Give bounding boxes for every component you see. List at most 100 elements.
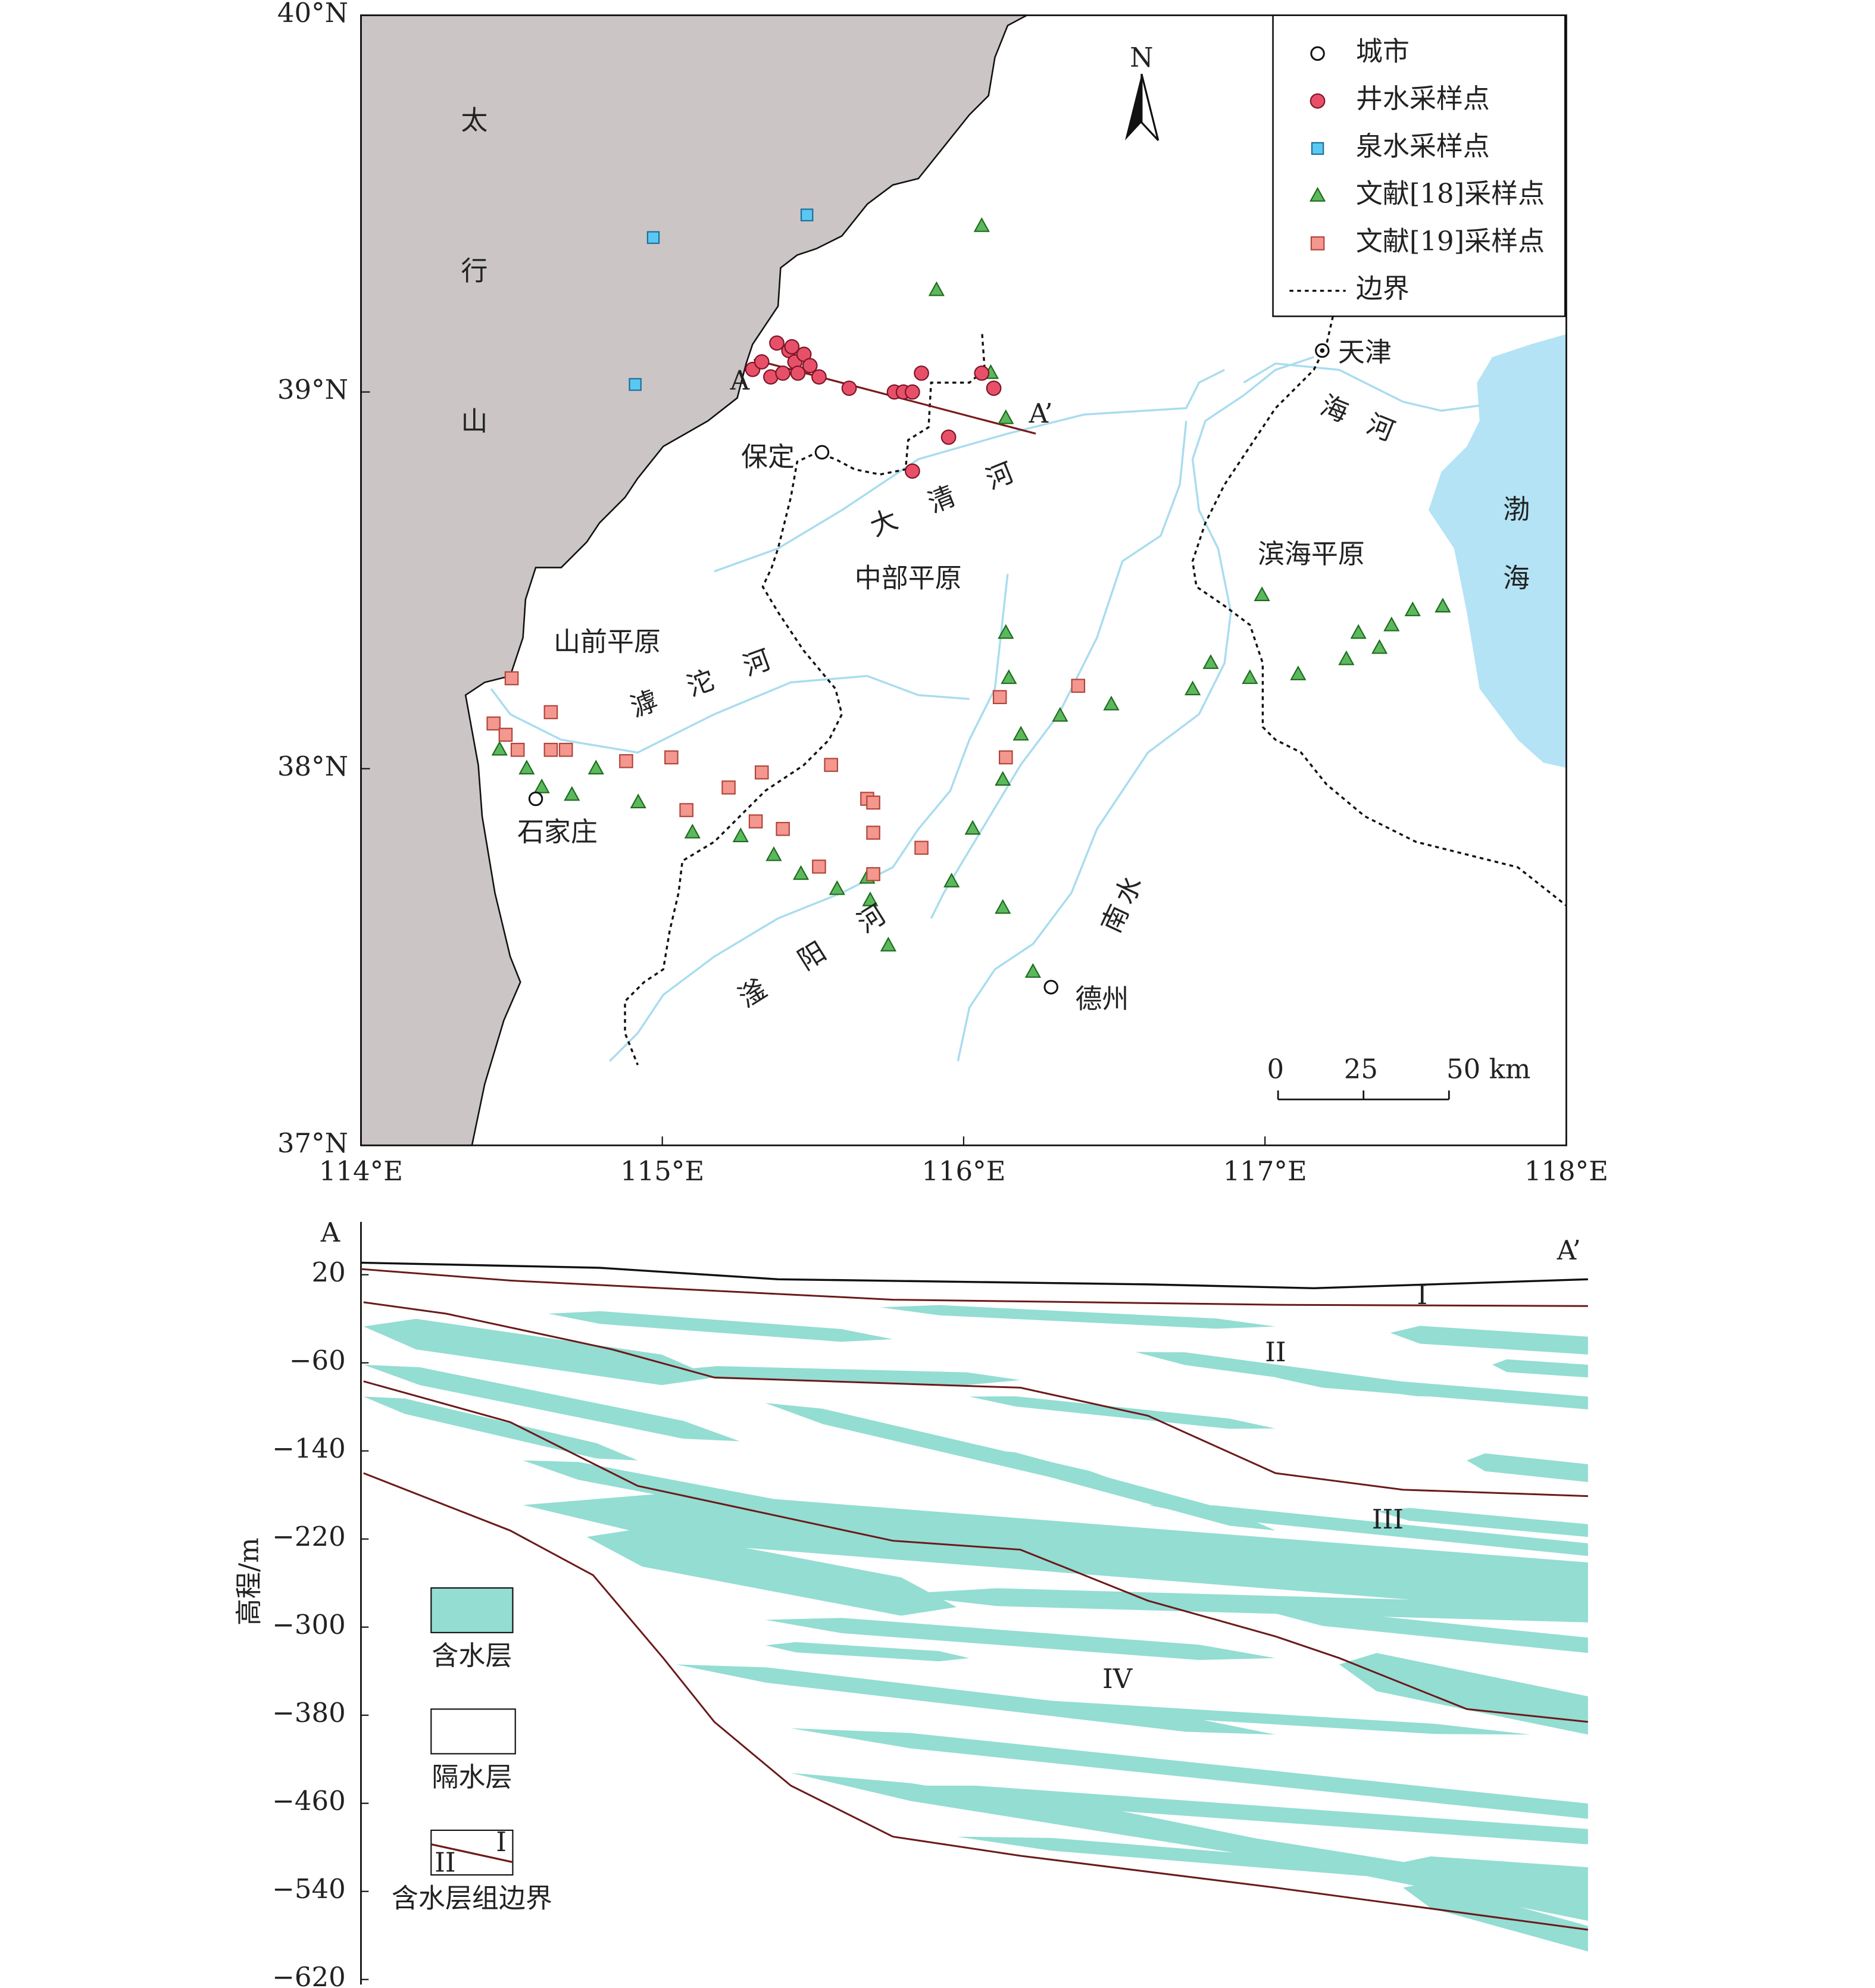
aquifer-lens [893,1696,1531,1735]
legend-label: 边界 [1356,273,1410,304]
ref18-point [1024,963,1041,978]
ref19-point [748,814,763,829]
aquifer-lens [548,1311,893,1342]
aquifer-lens [1339,1653,1588,1735]
unit-boundary [361,1268,1588,1307]
ref18-point [1290,665,1307,680]
wells-point [769,335,785,351]
ref18-point [533,778,550,793]
wells-point [754,354,770,370]
wells-point [974,365,990,381]
ref18-point [564,786,580,801]
ref18-point [1404,601,1421,617]
aquifer-lens [765,1618,1276,1660]
unit-label: I [1417,1279,1427,1311]
legend-aquitard [430,1708,516,1755]
legend-symbol [1309,187,1326,202]
ref18-point [995,771,1011,786]
y-tick-label: −300 [272,1609,346,1640]
ref19-point [866,795,880,810]
sea [1428,334,1567,768]
aquifer-lens [363,1318,715,1386]
mountain [360,14,1027,1146]
springs-point [800,208,814,221]
aquifer-lens [867,1785,1588,1845]
ref18-point [588,759,604,775]
y-tick-label: 40°N [277,0,348,29]
legend-label: 城市 [1356,35,1410,67]
wells-point [790,365,806,381]
river [714,368,1225,573]
x-tick-label: 118°E [1524,1155,1608,1187]
city-point [1043,980,1058,995]
aquifer-lens [880,1305,1276,1329]
ref18-point [995,899,1011,914]
legend-unit: II [435,1846,456,1878]
city-label: 天津 [1338,336,1392,368]
wells-point [802,358,818,374]
x-tick-label: 116°E [921,1155,1005,1187]
aquifer-lens [893,1588,1588,1623]
y-tick-label: −380 [272,1697,346,1728]
city-label: 德州 [1075,983,1129,1015]
legend-label: 含水层 [432,1640,512,1671]
ref19-point [721,780,736,795]
legend-symbol [1310,236,1325,251]
wells-point [905,463,920,479]
y-tick-label: −220 [272,1521,346,1552]
ref18-point [1242,669,1258,684]
wells-point [841,380,857,396]
y-tick-label: −540 [272,1873,346,1905]
legend-label: 文献[18]采样点 [1356,178,1545,210]
ref18-point [630,793,646,809]
ref19-point [679,803,693,817]
ref18-point [998,409,1014,424]
aquifer-lens [523,1492,1588,1614]
place-label: 滨海平原 [1258,538,1365,570]
y-tick-label: 38°N [277,751,348,782]
legend-label: 含水层组边界 [392,1882,552,1914]
wells-point [940,429,957,445]
ref19-point [1071,679,1086,693]
section-end-label: A’ [1028,398,1052,429]
ref19-point [510,742,525,757]
scale-label: 50 km [1446,1053,1530,1084]
aquifer-lens [1148,1505,1588,1556]
y-tick-label: −60 [289,1345,346,1376]
ref19-point [992,690,1007,704]
place-label: 中部平原 [855,562,962,593]
ref18-point [491,740,508,756]
springs-point [646,231,660,244]
aquifer-lens [1275,1374,1588,1409]
unit-label: II [1265,1336,1286,1368]
ref18-point [998,624,1014,639]
wells-point [905,384,920,400]
section-end-label: A’ [1557,1234,1581,1266]
ref18-point [1383,616,1400,632]
aquifer-lens [969,1396,1276,1429]
ref18-point [765,846,782,861]
legend-label: 文献[19]采样点 [1356,225,1545,257]
ref18-point [1185,680,1201,696]
ref18-point [862,891,879,907]
legend-boundary-line [430,1843,513,1864]
wells-point [784,339,800,355]
legend-label: 隔水层 [432,1761,512,1793]
ref19-point [866,826,880,840]
legend-symbol [1310,46,1325,61]
ref18-point [1338,650,1355,665]
ref19-point [776,821,790,836]
cross-section [360,1221,1589,1985]
scale-label: 0 [1267,1053,1285,1084]
y-tick-label: −620 [272,1961,346,1988]
ref19-point [999,750,1013,765]
city-label: 石家庄 [517,816,598,848]
ref19-point [498,727,513,742]
place-label: 渤海 [1498,495,1530,632]
ref19-point [754,765,769,780]
ref18-point [518,759,535,775]
boundary [624,334,986,1065]
y-tick-label: 39°N [277,374,348,405]
ref18-point [973,217,990,232]
